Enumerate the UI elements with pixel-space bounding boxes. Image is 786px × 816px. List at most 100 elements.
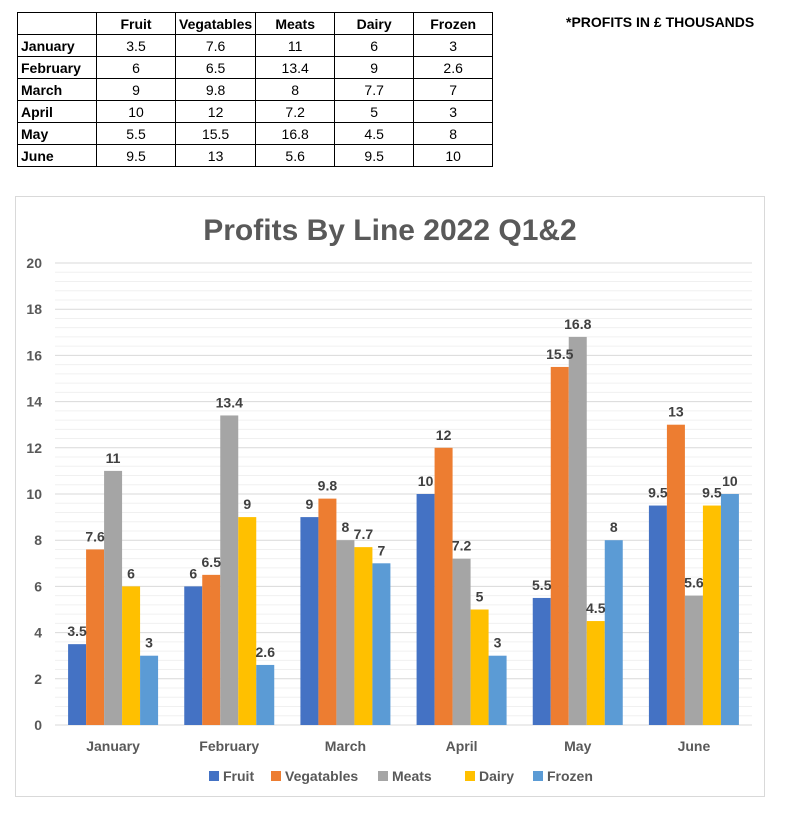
data-label: 6: [127, 565, 135, 581]
bar-dairy-march: [354, 547, 373, 725]
bar-vegatables-april: [434, 447, 453, 725]
data-label: 6: [189, 565, 197, 581]
data-label: 2.6: [256, 644, 276, 660]
y-tick-label: 4: [34, 625, 42, 641]
bar-frozen-february: [256, 664, 275, 725]
data-label: 15.5: [546, 346, 573, 362]
table-cell: 13: [174, 144, 257, 167]
table-row: April 10 12 7.2 5 3: [17, 100, 494, 123]
bar-dairy-april: [470, 609, 489, 725]
x-tick-label: June: [678, 738, 711, 754]
data-label: 4.5: [586, 600, 606, 616]
data-label: 3: [145, 635, 153, 651]
bar-frozen-june: [720, 494, 739, 725]
row-header: May: [17, 122, 97, 145]
y-tick-label: 16: [26, 347, 42, 363]
bar-vegatables-march: [318, 498, 337, 725]
data-label: 5.5: [532, 577, 552, 593]
data-label: 3: [494, 635, 502, 651]
table-row: June 9.5 13 5.6 9.5 10: [17, 144, 494, 167]
x-tick-label: February: [199, 738, 259, 754]
row-header: April: [17, 100, 97, 123]
y-tick-label: 10: [26, 486, 42, 502]
bar-fruit-april: [416, 494, 435, 725]
bar-frozen-january: [140, 655, 159, 725]
x-axis-ticks: January February March April May June: [86, 738, 710, 754]
y-tick-label: 18: [26, 301, 42, 317]
data-label: 8: [342, 519, 350, 535]
data-label: 9.5: [648, 485, 668, 501]
units-note: *PROFITS IN £ THOUSANDS: [566, 14, 755, 30]
data-label: 12: [436, 427, 452, 443]
legend-swatch-vegatables: [271, 771, 281, 781]
data-label: 7.7: [354, 526, 374, 542]
table-header-row: Fruit Vegatables Meats Dairy Frozen: [17, 12, 494, 35]
bar-dairy-june: [702, 505, 721, 725]
legend-label: Meats: [392, 768, 432, 784]
legend-swatch-fruit: [209, 771, 219, 781]
y-tick-label: 2: [34, 671, 42, 687]
table-row: January 3.5 7.6 11 6 3: [17, 34, 494, 57]
bar-meats-march: [336, 540, 355, 725]
bar-vegatables-june: [666, 424, 685, 725]
legend-swatch-dairy: [465, 771, 475, 781]
row-header: February: [17, 56, 97, 79]
bar-fruit-march: [300, 517, 319, 725]
bar-frozen-may: [604, 540, 623, 725]
row-header: January: [17, 34, 97, 57]
bar-fruit-may: [532, 597, 551, 725]
bar-frozen-april: [488, 655, 507, 725]
data-label: 13.4: [216, 394, 243, 410]
chart-title: Profits By Line 2022 Q1&2: [203, 214, 576, 247]
data-label: 8: [610, 519, 618, 535]
bar-vegatables-january: [86, 549, 105, 725]
y-tick-label: 14: [26, 394, 42, 410]
bars: [68, 336, 739, 725]
bar-meats-january: [104, 470, 123, 725]
table-cell: 3.5: [96, 34, 176, 57]
data-table: Fruit Vegatables Meats Dairy Frozen Janu…: [17, 12, 494, 167]
data-label: 9.5: [702, 485, 722, 501]
data-label: 5: [476, 589, 484, 605]
data-label: 5.6: [684, 575, 704, 591]
data-label: 7.2: [452, 538, 472, 554]
data-label: 7: [378, 542, 386, 558]
legend-swatch-meats: [378, 771, 388, 781]
legend: Fruit Vegatables Meats Dairy Frozen: [209, 768, 593, 784]
data-label: 9: [306, 496, 314, 512]
table-row: May 5.5 15.5 16.8 4.5 8: [17, 122, 494, 145]
y-tick-label: 20: [26, 255, 42, 271]
x-tick-label: January: [86, 738, 140, 754]
x-tick-label: April: [446, 738, 478, 754]
table-row: February 6 6.5 13.4 9 2.6: [17, 56, 494, 79]
table-row: March 9 9.8 8 7.7 7: [17, 78, 494, 101]
table-cell: 12: [174, 100, 257, 123]
gridlines: [55, 262, 752, 726]
data-label: 13: [668, 404, 684, 420]
legend-label: Dairy: [479, 768, 514, 784]
data-label: 3.5: [67, 623, 87, 639]
bar-meats-june: [684, 595, 703, 725]
y-tick-label: 6: [34, 578, 42, 594]
legend-label: Fruit: [223, 768, 254, 784]
data-label: 10: [722, 473, 738, 489]
bar-dairy-january: [122, 586, 141, 725]
y-tick-label: 8: [34, 532, 42, 548]
table-cell: 9.5: [96, 144, 176, 167]
y-tick-label: 12: [26, 440, 42, 456]
bar-meats-may: [568, 336, 587, 725]
data-label: 16.8: [564, 316, 591, 332]
bar-fruit-february: [184, 586, 203, 725]
legend-label: Frozen: [547, 768, 593, 784]
bar-dairy-may: [586, 621, 605, 725]
table-cell: 10: [413, 144, 494, 167]
table-cell: 9.5: [334, 144, 415, 167]
data-label: 11: [106, 450, 121, 466]
bar-meats-april: [452, 558, 471, 725]
data-label: 7.6: [85, 528, 105, 544]
table-cell: 5.6: [255, 144, 336, 167]
bar-vegatables-february: [202, 574, 221, 725]
y-tick-label: 0: [34, 717, 42, 733]
bar-fruit-june: [648, 505, 667, 725]
